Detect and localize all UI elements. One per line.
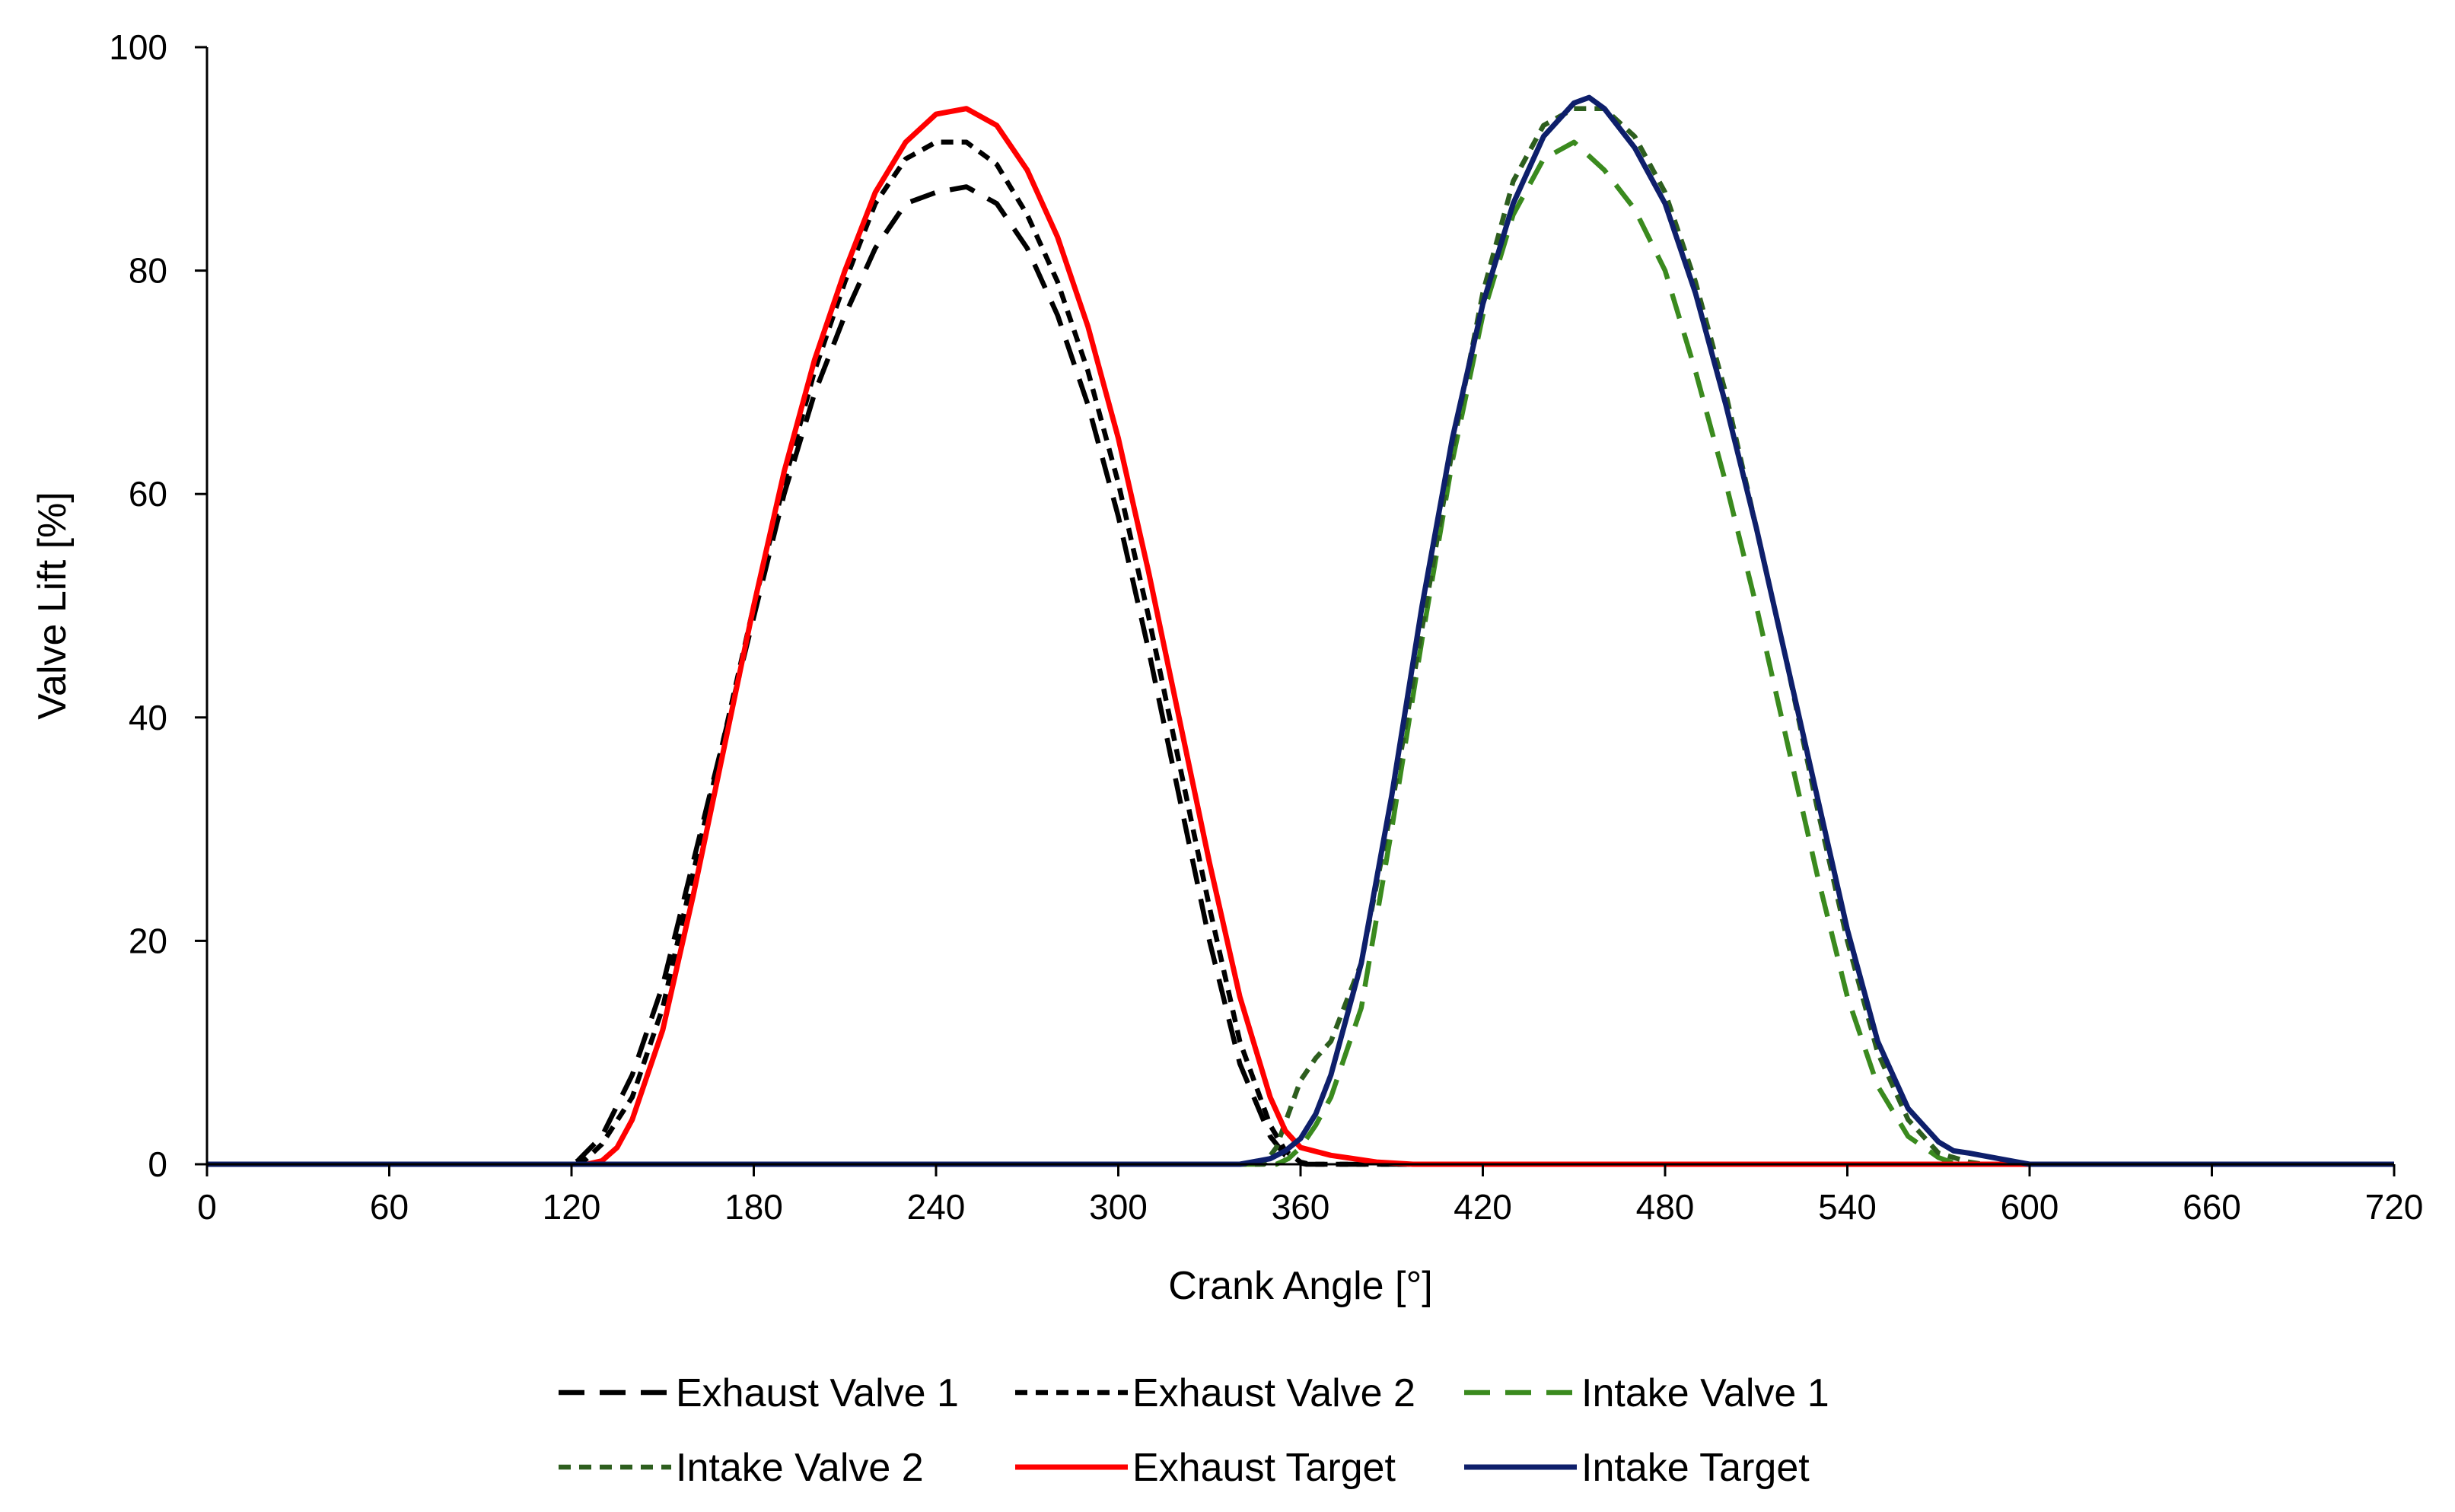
x-axis-title: Crank Angle [°] <box>1168 1264 1432 1308</box>
series-line-intake-valve-2 <box>207 106 2394 1167</box>
x-tick-label: 420 <box>1454 1187 1512 1227</box>
series-line-exhaust-valve-1 <box>207 184 2394 1167</box>
series-line-exhaust-target <box>207 106 2394 1167</box>
legend-label: Intake Target <box>1581 1446 1810 1490</box>
axes: 0 60 120 180 240 300 360 420 480 540 600 660 720 0 20 4… <box>109 27 2423 1227</box>
y-tick-label: 60 <box>129 474 167 514</box>
x-tick-label: 360 <box>1272 1187 1330 1227</box>
x-tick-label: 300 <box>1089 1187 1148 1227</box>
x-tick-label: 480 <box>1636 1187 1695 1227</box>
x-tick-label: 600 <box>2001 1187 2059 1227</box>
x-tick-label: 720 <box>2365 1187 2424 1227</box>
legend-label: Intake Valve 1 <box>1581 1371 1829 1415</box>
legend-item-exhaust-target: Exhaust Target <box>1015 1446 1396 1490</box>
y-tick-label: 40 <box>129 698 167 737</box>
x-tick-label: 180 <box>724 1187 783 1227</box>
plot-area <box>207 94 2394 1167</box>
x-tick-label: 60 <box>370 1187 409 1227</box>
legend-item-intake-valve-1: Intake Valve 1 <box>1464 1371 1829 1415</box>
series-line-exhaust-valve-2 <box>207 139 2394 1167</box>
legend-label: Exhaust Valve 1 <box>676 1371 959 1415</box>
x-tick-label: 120 <box>543 1187 601 1227</box>
x-tick-label: 0 <box>197 1187 217 1227</box>
x-tick-label: 660 <box>2183 1187 2241 1227</box>
legend-label: Exhaust Target <box>1132 1446 1396 1490</box>
legend-item-exhaust-valve-2: Exhaust Valve 2 <box>1015 1371 1415 1415</box>
y-tick-label: 20 <box>129 921 167 960</box>
x-tick-label: 540 <box>1818 1187 1877 1227</box>
y-tick-label: 80 <box>129 251 167 291</box>
y-tick-label: 100 <box>109 27 167 67</box>
legend-label: Exhaust Valve 2 <box>1132 1371 1415 1415</box>
legend-item-intake-target: Intake Target <box>1464 1446 1810 1490</box>
legend: Exhaust Valve 1 Exhaust Valve 2 Intake Val… <box>559 1371 1829 1490</box>
legend-item-exhaust-valve-1: Exhaust Valve 1 <box>559 1371 959 1415</box>
y-tick-label: 0 <box>148 1144 167 1184</box>
y-axis-title: Valve Lift [%] <box>30 492 75 720</box>
x-tick-label: 240 <box>907 1187 966 1227</box>
legend-item-intake-valve-2: Intake Valve 2 <box>559 1446 924 1490</box>
series-line-intake-valve-1 <box>207 139 2394 1167</box>
legend-label: Intake Valve 2 <box>676 1446 924 1490</box>
series-line-intake-target <box>207 94 2394 1167</box>
